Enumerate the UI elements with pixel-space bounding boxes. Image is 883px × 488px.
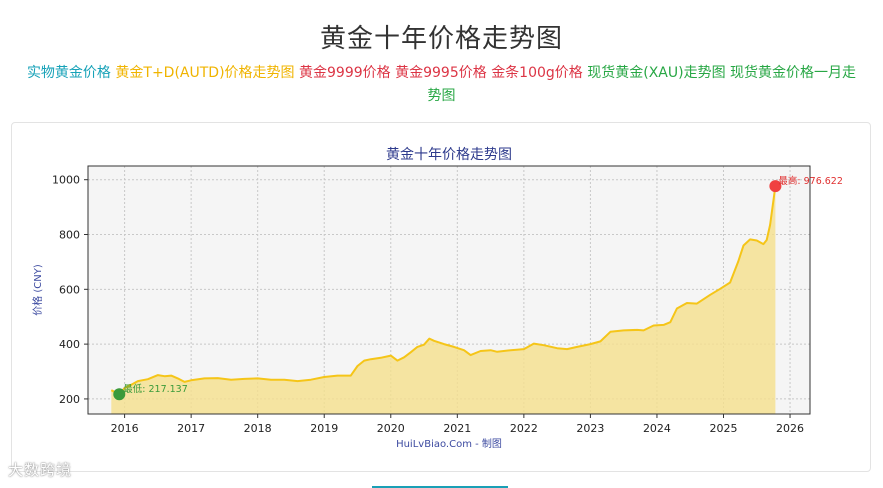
price-area [111,186,776,414]
x-tick-label: 2025 [709,422,737,435]
y-tick-label: 400 [59,338,80,351]
max-price-label: 最高: 976.622 [778,175,843,187]
link-autd-chart[interactable]: 黄金T+D(AUTD)价格走势图 [115,65,295,81]
link-spot-xau-chart[interactable]: 现货黄金(XAU)走势图 [587,65,726,81]
gold-ten-year-chart: 2016 2017 2018 2019 2020 2021 2022 2023 2024 2025… [31,146,843,450]
x-axis-label: HuiLvBiao.Com - 制图 [396,437,502,450]
link-gold-9995-price[interactable]: 黄金9995价格 [395,65,487,81]
x-tick-label: 2020 [377,422,405,435]
x-tick-label: 2017 [177,422,205,435]
x-tick-label: 2024 [643,422,671,435]
chart-title: 黄金十年价格走势图 [386,146,512,163]
y-tick-label: 800 [59,229,80,242]
x-tick-label: 2016 [111,422,139,435]
x-tick-label: 2021 [443,422,471,435]
x-tick-label: 2022 [510,422,538,435]
min-price-marker [113,388,126,401]
x-tick-label: 2026 [776,422,804,435]
link-physical-gold-price[interactable]: 实物黄金价格 [26,65,111,81]
link-spot-gold-month-chart[interactable]: 现货黄金价格一月走势图 [427,65,857,104]
plot-frame [87,165,811,415]
y-axis-label: 价格 (CNY) [31,264,44,316]
x-tick-label: 2018 [244,422,272,435]
y-tick-label: 1000 [52,174,80,187]
x-tick-label: 2023 [576,422,604,435]
x-tick-label: 2019 [310,422,338,435]
bottom-accent-bar [372,486,508,488]
y-tick-label: 200 [59,393,80,406]
chart-card: 2016 2017 2018 2019 2020 2021 2022 2023 2024 2025… [11,122,871,472]
grid-lines [88,166,810,414]
max-price-marker [769,180,782,193]
link-gold-9999-price[interactable]: 黄金9999价格 [299,65,391,81]
page-title: 黄金十年价格走势图 [319,24,563,54]
min-price-label: 最低: 217.137 [123,383,188,395]
y-tick-label: 600 [59,283,80,296]
watermark-logo: 大数跨境 [8,461,73,479]
related-links: 实物黄金价格 黄金T+D(AUTD)价格走势图 黄金9999价格 黄金9995价… [20,62,863,108]
price-line [110,185,777,396]
axis-ticks: 2016 2017 2018 2019 2020 2021 2022 2023 2024 2025… [52,174,804,435]
link-gold-bar-100g-price[interactable]: 金条100g价格 [491,65,583,81]
